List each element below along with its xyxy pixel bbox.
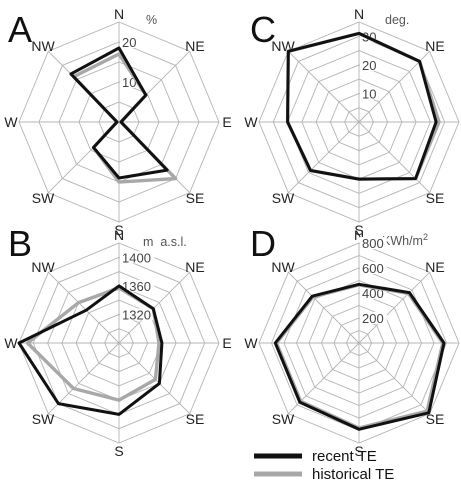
direction-label-w: W	[4, 335, 18, 351]
direction-label-w: W	[244, 114, 258, 130]
tick-label: 1360	[122, 279, 151, 294]
panel-c-radar: NNEESESSWWNW102030	[244, 6, 460, 238]
direction-label-sw: SW	[272, 411, 295, 427]
direction-label-nw: NW	[31, 38, 55, 54]
legend-historical-label: historical TE	[312, 466, 394, 482]
tick-label: 20	[362, 58, 376, 73]
panel-d-radar: NNEESESSWWNW200400600800	[244, 227, 460, 459]
direction-label-ne: NE	[425, 259, 444, 275]
direction-label-nw: NW	[31, 259, 55, 275]
tick-label: 800	[362, 236, 384, 251]
tick-label-bg	[360, 312, 387, 324]
direction-label-n: N	[354, 6, 364, 22]
tick-label-bg	[360, 237, 387, 249]
panel-d-unit-base: KWh/m	[382, 234, 423, 248]
tick-label: 600	[362, 261, 384, 276]
direction-label-e: E	[222, 335, 231, 351]
direction-label-nw: NW	[271, 259, 295, 275]
grid-spoke	[358, 121, 431, 194]
direction-label-n: N	[114, 6, 124, 22]
panel-c-unit: deg.	[385, 13, 409, 27]
direction-label-se: SE	[426, 411, 445, 427]
grid-spoke	[358, 342, 431, 415]
direction-label-s: S	[354, 222, 363, 238]
tick-label-bg	[360, 30, 380, 43]
legend-recent-label: recent TE	[312, 448, 377, 465]
series-line-recent	[69, 46, 169, 180]
tick-label: 1320	[122, 307, 151, 322]
direction-label-ne: NE	[185, 38, 204, 54]
panel-d: D KWh/m2 NNEESESSWWNW200400600800	[244, 223, 460, 459]
series-line-recent	[17, 284, 164, 416]
panel-b-letter: B	[8, 223, 32, 264]
direction-label-se: SE	[186, 190, 205, 206]
direction-label-n: N	[354, 227, 364, 243]
tick-label: 1400	[122, 250, 151, 265]
direction-label-e: E	[222, 114, 231, 130]
direction-label-sw: SW	[32, 411, 55, 427]
panel-a: A % N NE E SE S SW W NW 10 20	[4, 6, 231, 238]
direction-label-s: S	[114, 222, 123, 238]
tick-label-bg	[360, 87, 380, 100]
direction-label-se: SE	[426, 190, 445, 206]
panel-b-unit: m a.s.l.	[143, 235, 187, 249]
direction-label-ne: NE	[185, 259, 204, 275]
series-line-recent	[273, 282, 446, 431]
tick-label-bg	[120, 251, 155, 264]
tick-label-bg	[360, 262, 387, 274]
direction-label-w: W	[4, 114, 18, 130]
panel-c-letter: C	[250, 9, 276, 50]
grid-spoke	[358, 50, 431, 123]
tick-label: 20	[122, 35, 136, 50]
series-line-recent	[286, 31, 438, 181]
tick-label-bg	[360, 58, 380, 71]
grid-spoke	[287, 121, 360, 194]
direction-label-s: S	[354, 443, 363, 459]
grid-spoke	[47, 342, 120, 415]
tick-label: 10	[362, 86, 376, 101]
panel-b: B m a.s.l. N NE E SE S SW W NW 1320 1360 1400	[4, 223, 231, 459]
tick-label: 200	[362, 311, 384, 326]
panel-a-letter: A	[8, 9, 32, 50]
direction-label-sw: SW	[272, 190, 295, 206]
grid-spoke	[287, 50, 360, 123]
tick-label-bg	[120, 36, 140, 48]
direction-label-se: SE	[186, 411, 205, 427]
direction-label-sw: SW	[32, 190, 55, 206]
panel-d-letter: D	[250, 223, 276, 264]
grid-spoke	[47, 271, 120, 344]
grid-spoke	[287, 271, 360, 344]
panel-a-radar: N NE E SE S SW W NW 10 20	[4, 6, 231, 238]
panel-c: C deg. NNEESESSWWNW102030	[244, 6, 460, 238]
legend: recent TE historical TE	[254, 448, 394, 482]
tick-label-bg	[120, 308, 155, 321]
panel-d-unit-sup: 2	[423, 232, 428, 242]
grid-spoke	[358, 271, 431, 344]
direction-label-s: S	[114, 443, 123, 459]
direction-label-w: W	[244, 335, 258, 351]
panel-b-radar: N NE E SE S SW W NW 1320 1360 1400	[4, 227, 231, 459]
direction-label-n: N	[114, 227, 124, 243]
panel-a-unit: %	[146, 13, 157, 27]
tick-label: 10	[122, 75, 136, 90]
panel-d-unit: KWh/m2	[382, 232, 428, 248]
direction-label-ne: NE	[425, 38, 444, 54]
tick-label-bg	[120, 279, 155, 292]
